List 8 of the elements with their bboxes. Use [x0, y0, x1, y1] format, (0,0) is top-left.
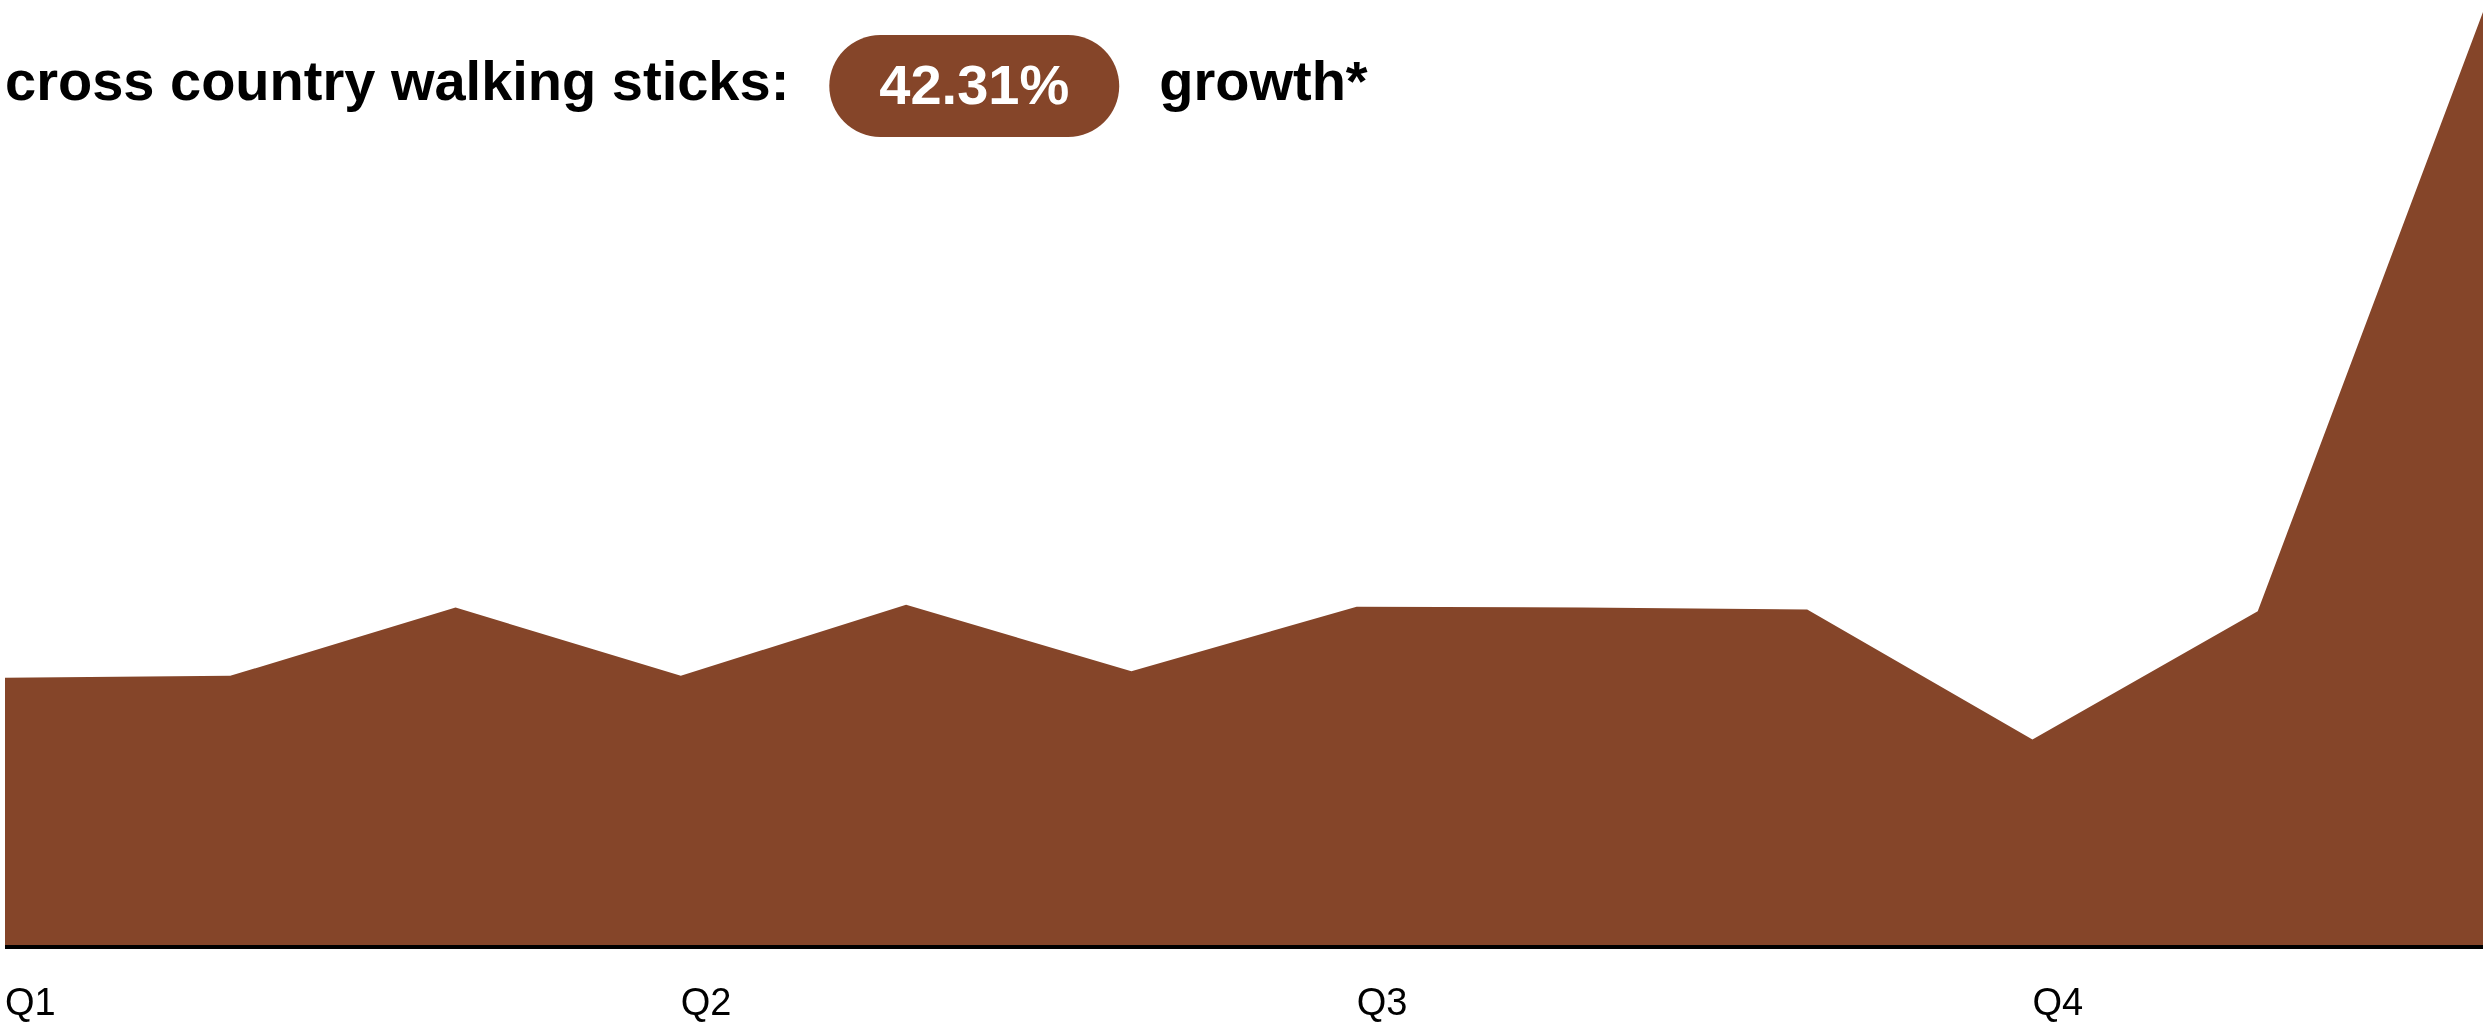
x-tick-label: Q2	[680, 981, 732, 1023]
x-tick-label: Q3	[1356, 981, 1408, 1023]
text: cross country walking sticks:	[5, 49, 790, 112]
x-tick-label: Q1	[5, 981, 56, 1023]
x-tick-label: Q4	[2032, 981, 2084, 1023]
annotation: 42.31%	[879, 53, 1070, 116]
pill-badge: 42.31%	[829, 35, 1120, 137]
annotation: growth*	[1159, 49, 1368, 112]
